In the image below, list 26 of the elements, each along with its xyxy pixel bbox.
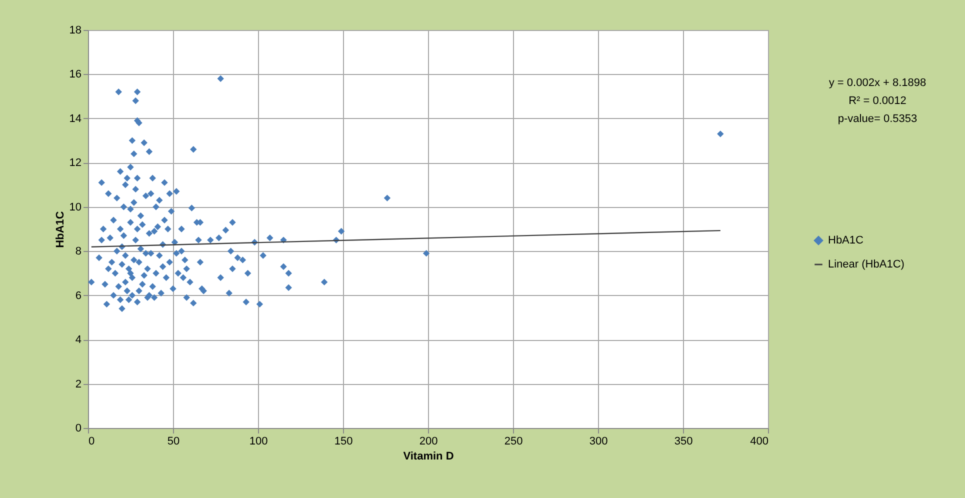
y-tick-label: 12: [69, 157, 82, 170]
legend-label: HbA1C: [828, 234, 864, 246]
text: p-value= 0.5353: [836, 112, 918, 127]
x-tick-label: 100: [249, 436, 268, 448]
text: y = 0.002x + 8.1898: [828, 76, 928, 91]
x-axis-title: Vitamin D: [403, 450, 454, 462]
y-tick-label: 18: [69, 24, 82, 36]
x-tick-label: 300: [589, 436, 608, 448]
x-tick-label: 250: [504, 436, 523, 448]
y-tick-label: 6: [75, 290, 82, 302]
x-tick-label: 0: [88, 436, 95, 448]
x-tick-label: 400: [750, 436, 768, 448]
x-tick-label: 150: [334, 436, 353, 448]
y-tick-label: 4: [75, 334, 82, 346]
legend-label: Linear (HbA1C): [828, 258, 904, 270]
y-tick-label: 0: [75, 422, 82, 434]
text: R² = 0.0012: [848, 94, 908, 109]
x-tick-label: 200: [419, 436, 438, 448]
y-tick-label: 14: [69, 112, 82, 125]
y-tick-label: 2: [75, 378, 82, 390]
x-tick-label: 350: [674, 436, 693, 448]
x-tick-label: 50: [167, 436, 180, 448]
y-tick-label: 10: [69, 201, 82, 214]
y-axis-title: HbA1C: [54, 211, 66, 248]
y-tick-label: 8: [75, 246, 82, 258]
y-tick-label: 16: [69, 68, 82, 81]
